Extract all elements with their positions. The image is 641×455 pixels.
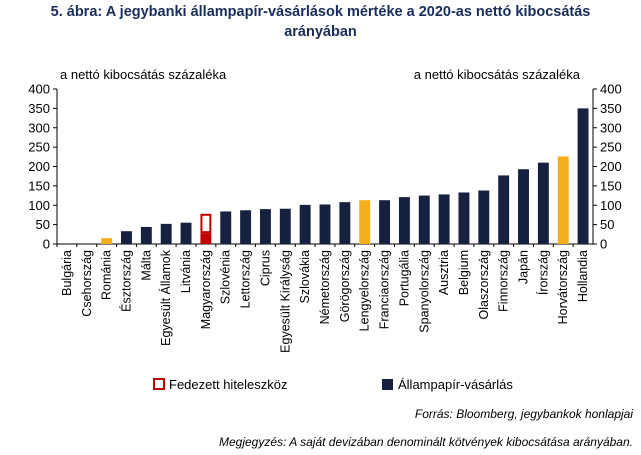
legend-swatch-allampapir (382, 379, 393, 390)
chart-title: 5. ábra: A jegybanki állampapír-vásárlás… (0, 2, 641, 42)
bar-2 (101, 238, 113, 244)
x-tick-label: Németország (318, 250, 332, 324)
y-tick-label-right: 100 (600, 198, 622, 213)
y-tick-label-right: 350 (600, 101, 622, 116)
bar-13 (319, 204, 331, 244)
y-axis-label-left: a nettó kibocsátás százaléka (60, 67, 227, 82)
bar-25 (557, 156, 569, 244)
x-tick-label: Olaszország (477, 250, 491, 320)
x-tick-label: Hollandia (576, 250, 590, 302)
y-tick-label-right: 0 (600, 237, 607, 252)
bar-14 (339, 202, 351, 244)
x-tick-label: Egyesült Királyság (278, 250, 292, 353)
bar-chart: a nettó kibocsátás százaléka a nettó kibo… (28, 67, 622, 392)
chart-title-line2: arányában (284, 24, 357, 40)
bar-7 (200, 233, 212, 244)
x-tick-label: Málta (139, 250, 153, 281)
y-tick-label-left: 400 (28, 82, 50, 97)
x-tick-label: Portugália (397, 250, 411, 306)
x-tick-label: Belgium (457, 250, 471, 295)
bar-18 (418, 195, 430, 244)
bar-4 (140, 226, 152, 244)
bar-6 (180, 222, 192, 244)
x-tick-label: Románia (100, 250, 114, 300)
y-tick-label-left: 350 (28, 101, 50, 116)
x-tick-label: Írország (535, 250, 550, 295)
bar-15 (359, 200, 371, 244)
chart-title-line1: 5. ábra: A jegybanki állampapír-vásárlás… (50, 4, 591, 20)
bar-8 (220, 211, 232, 244)
y-tick-label-left: 100 (28, 198, 50, 213)
x-tick-label: Ciprus (258, 250, 272, 286)
x-tick-label: Horvátország (556, 250, 570, 324)
x-tick-label: Spanyolország (417, 250, 431, 333)
bar-16 (379, 200, 391, 244)
bar-11 (279, 208, 291, 244)
bar-17 (398, 197, 410, 244)
x-tick-label: Litvánia (179, 250, 193, 293)
x-tick-label: Ausztria (437, 250, 451, 295)
x-tick-label: Szlovénia (219, 250, 233, 304)
y-tick-label-left: 200 (28, 159, 50, 174)
x-tick-label: Csehország (80, 250, 94, 317)
bar-26 (577, 108, 589, 244)
x-tick-label: Finnország (497, 250, 511, 312)
y-tick-label-right: 400 (600, 82, 622, 97)
x-tick-label: Észtország (118, 250, 133, 312)
legend-swatch-fedezett (153, 378, 165, 390)
bar-outline-7 (200, 213, 212, 234)
x-tick-label: Görögország (338, 250, 352, 322)
legend-label-allampapir: Állampapír-vásárlás (398, 377, 513, 392)
y-tick-label-right: 50 (600, 217, 614, 232)
x-tick-label: Magyarország (199, 250, 213, 329)
bar-10 (259, 209, 271, 244)
y-tick-label-left: 250 (28, 140, 50, 155)
x-tick-label: Lengyelország (358, 250, 372, 331)
y-tick-label-left: 300 (28, 120, 50, 135)
bar-20 (458, 192, 470, 244)
bar-5 (160, 223, 172, 244)
legend-label-fedezett: Fedezett hiteleszköz (169, 377, 288, 392)
bar-3 (121, 231, 132, 244)
footnote: Megjegyzés: A saját devizában denominált… (218, 435, 633, 449)
bar-21 (478, 190, 490, 244)
y-tick-label-left: 0 (43, 237, 50, 252)
y-axis-label-right: a nettó kibocsátás százaléka (414, 67, 581, 82)
y-tick-label-right: 300 (600, 120, 622, 135)
y-tick-label-right: 150 (600, 178, 622, 193)
y-tick-label-left: 50 (36, 217, 50, 232)
x-tick-label: Szlovákia (298, 250, 312, 304)
x-tick-label: Japán (517, 250, 531, 284)
y-tick-label-left: 150 (28, 178, 50, 193)
x-tick-label: Bulgária (60, 250, 74, 296)
x-tick-label: Egyesült Államok (158, 249, 173, 346)
bar-22 (498, 175, 510, 244)
x-tick-label: Lettország (239, 250, 253, 308)
source-note: Forrás: Bloomberg, jegybankok honlapjai (414, 407, 633, 421)
x-tick-label: Franciaország (378, 250, 392, 329)
bar-23 (518, 169, 529, 244)
bar-19 (438, 194, 450, 244)
bar-24 (537, 162, 549, 244)
y-tick-label-right: 250 (600, 140, 622, 155)
bar-9 (240, 210, 252, 244)
bar-12 (299, 204, 311, 244)
y-tick-label-right: 200 (600, 159, 622, 174)
